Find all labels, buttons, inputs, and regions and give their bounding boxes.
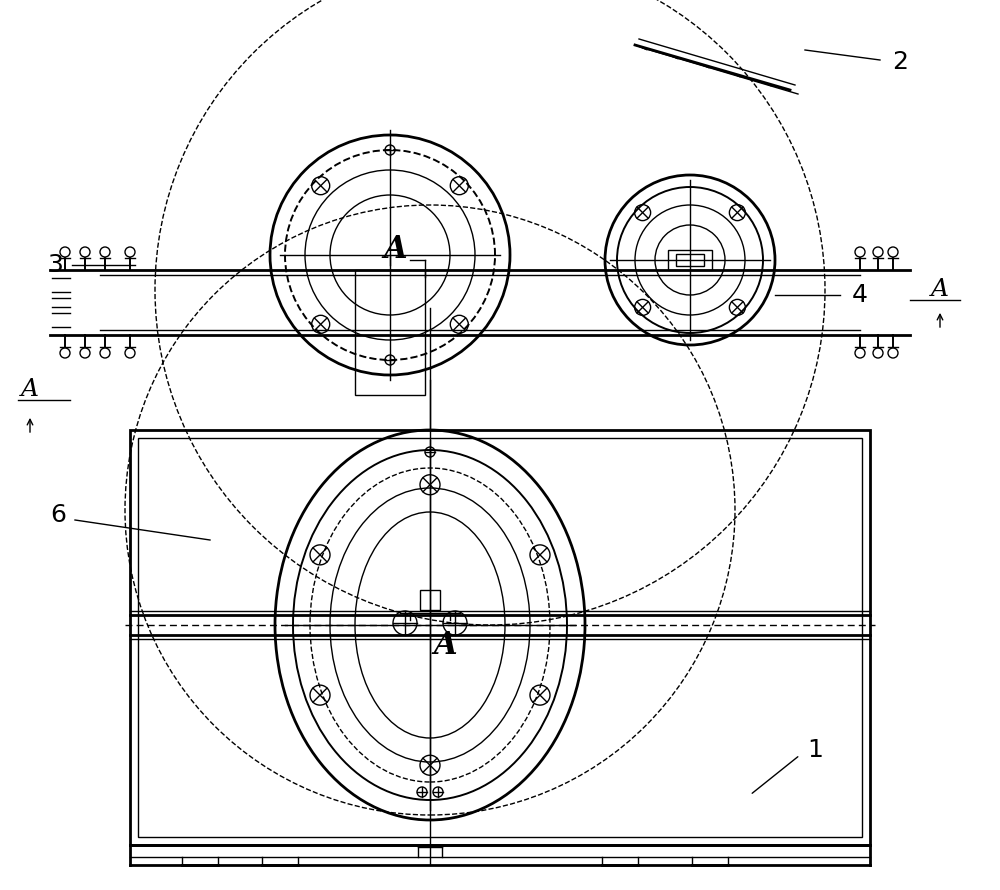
Text: A: A bbox=[383, 234, 407, 265]
Text: 3: 3 bbox=[47, 253, 63, 277]
Text: A: A bbox=[433, 629, 457, 660]
Bar bbox=[130, 430, 870, 845]
Text: A: A bbox=[931, 279, 949, 302]
Text: 4: 4 bbox=[852, 283, 868, 307]
Bar bbox=[676, 254, 704, 266]
Text: 1: 1 bbox=[807, 738, 823, 762]
Bar bbox=[138, 438, 862, 837]
Bar bbox=[668, 250, 712, 270]
Text: 2: 2 bbox=[892, 50, 908, 74]
Text: A: A bbox=[21, 378, 39, 401]
Bar bbox=[420, 590, 440, 610]
Bar bbox=[355, 270, 425, 395]
Text: 6: 6 bbox=[50, 503, 66, 527]
